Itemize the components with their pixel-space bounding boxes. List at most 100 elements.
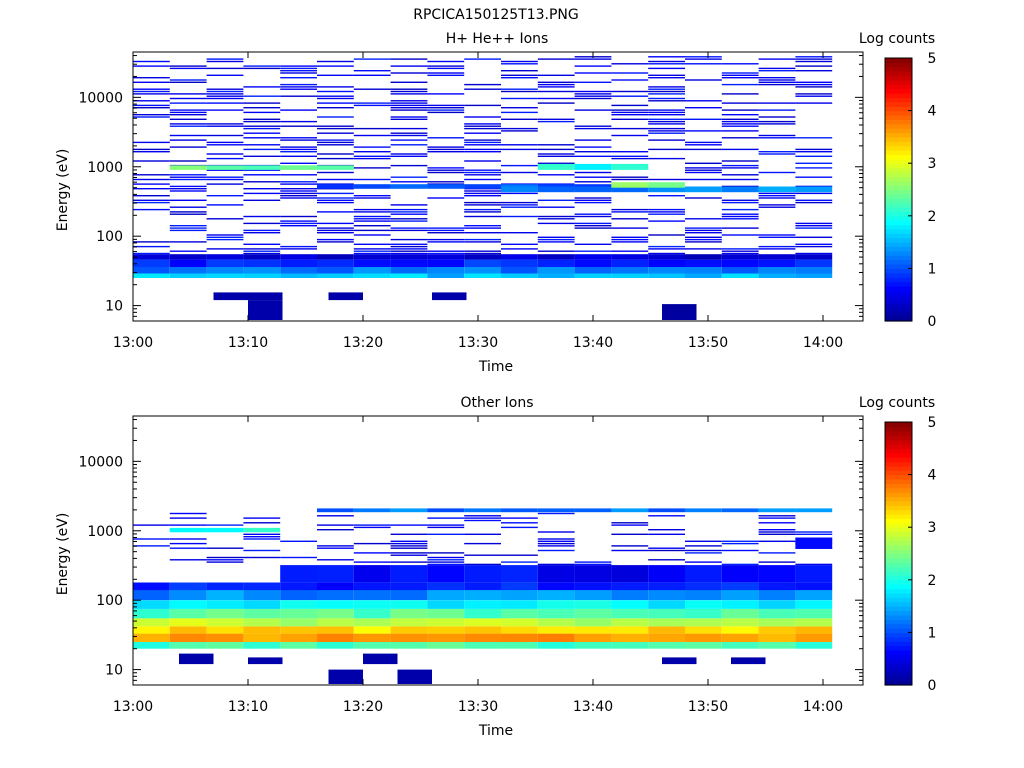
heatmap-cell — [758, 590, 796, 601]
heatmap-cell — [795, 60, 833, 63]
heatmap-cell — [795, 162, 833, 164]
heatmap-cell — [611, 127, 649, 130]
heatmap-cell — [317, 132, 354, 134]
heatmap-cell — [648, 559, 685, 561]
heatmap-cell — [758, 120, 796, 123]
heatmap-cell — [574, 608, 612, 619]
heatmap-cell — [353, 225, 391, 227]
heatmap-cell — [611, 508, 649, 513]
heatmap-cell — [390, 243, 428, 245]
heatmap-cell — [611, 104, 649, 107]
colorbar-segment — [885, 237, 912, 243]
heatmap-cell — [243, 222, 281, 225]
heatmap-cell — [685, 540, 722, 542]
heatmap-cell — [317, 201, 354, 204]
colorbar-segment — [885, 658, 912, 664]
colorbar-segment — [885, 119, 912, 125]
heatmap-cell — [501, 259, 538, 267]
heatmap-cell — [464, 178, 501, 181]
heatmap-cell — [464, 116, 501, 118]
heatmap-cell — [206, 178, 244, 181]
heatmap-cell — [280, 626, 317, 634]
heatmap-cell — [537, 565, 575, 583]
heatmap-cell — [206, 218, 244, 220]
heatmap-cell — [427, 590, 465, 601]
heatmap-cell — [169, 538, 207, 540]
x-tick-label: 14:00 — [803, 699, 843, 715]
axes: 13:00 13:10 13:20 13:30 13:40 13:50 14:00 10 100… — [78, 415, 864, 715]
colorbar-segment — [885, 316, 912, 322]
colorbar-label: Log counts — [859, 395, 935, 411]
y-tick-label: 100 — [96, 229, 123, 245]
colorbar-segment — [885, 478, 912, 484]
heatmap-cell — [537, 183, 575, 185]
heatmap-cell — [648, 234, 685, 236]
plot-frame — [132, 415, 864, 686]
heatmap-cell — [427, 181, 465, 183]
colorbar-segment — [885, 505, 912, 511]
heatmap-cell — [685, 141, 722, 144]
heatmap-cell — [648, 549, 685, 552]
heatmap-cell — [648, 157, 685, 160]
heatmap-cell — [464, 554, 501, 556]
heatmap-cell — [758, 531, 796, 533]
heatmap-cell — [537, 144, 575, 146]
colorbar-segment — [885, 562, 912, 568]
colorbar-segment — [885, 71, 912, 77]
heatmap-cell — [758, 81, 796, 83]
heatmap-cell — [611, 79, 649, 81]
heatmap-cell — [317, 116, 354, 118]
heatmap-cell — [169, 213, 207, 215]
colorbar-tick-label: 5 — [928, 51, 937, 67]
heatmap-cell — [353, 218, 391, 220]
heatmap-cell — [685, 58, 722, 60]
heatmap-cell — [537, 74, 575, 76]
heatmap-cell — [758, 540, 796, 542]
heatmap-cell — [427, 74, 465, 76]
heatmap-cell — [280, 590, 317, 601]
heatmap-cell — [317, 107, 354, 109]
heatmap-cell — [721, 174, 759, 176]
heatmap-cell — [390, 213, 428, 215]
heatmap-cell — [169, 633, 207, 642]
heatmap-cell — [685, 633, 722, 642]
heatmap-cell — [464, 83, 501, 86]
heatmap-cell — [243, 600, 281, 609]
heatmap-cell — [501, 561, 538, 563]
heatmap-cell — [243, 642, 281, 649]
y-tick-label: 100 — [96, 593, 123, 609]
colorbar-segment — [885, 123, 912, 129]
colorbar-segment — [885, 540, 912, 546]
heatmap-cell — [574, 95, 612, 97]
heatmap-cell — [758, 58, 796, 60]
heatmap-cell — [611, 227, 649, 229]
heatmap-cell — [611, 241, 649, 243]
heatmap-cell — [317, 565, 354, 583]
heatmap-cell — [648, 139, 685, 141]
colorbar-segment — [885, 207, 912, 213]
heatmap-cell — [280, 109, 317, 111]
heatmap-cell — [685, 545, 722, 547]
heatmap-cell — [648, 618, 685, 627]
heatmap-cell — [685, 118, 722, 120]
heatmap-cell — [169, 125, 207, 127]
heatmap-cell — [133, 81, 170, 83]
heatmap-cell — [501, 206, 538, 208]
heatmap-cell — [353, 157, 391, 160]
heatmap-cell — [427, 104, 465, 107]
heatmap-cell — [758, 626, 796, 634]
heatmap-cell — [758, 197, 796, 199]
colorbar-segment — [885, 426, 912, 432]
heatmap-cell — [795, 227, 833, 229]
heatmap-cell — [169, 160, 207, 162]
colorbar-segment — [885, 88, 912, 94]
heatmap-cell — [537, 540, 575, 542]
heatmap-cell — [795, 167, 833, 169]
heatmap-cell — [685, 267, 722, 274]
heatmap-cell — [317, 600, 354, 609]
heatmap-cell — [206, 123, 244, 125]
colorbar-segment — [885, 500, 912, 506]
heatmap-cell — [721, 549, 759, 552]
heatmap-cell — [464, 184, 501, 189]
heatmap-cell — [206, 234, 244, 236]
